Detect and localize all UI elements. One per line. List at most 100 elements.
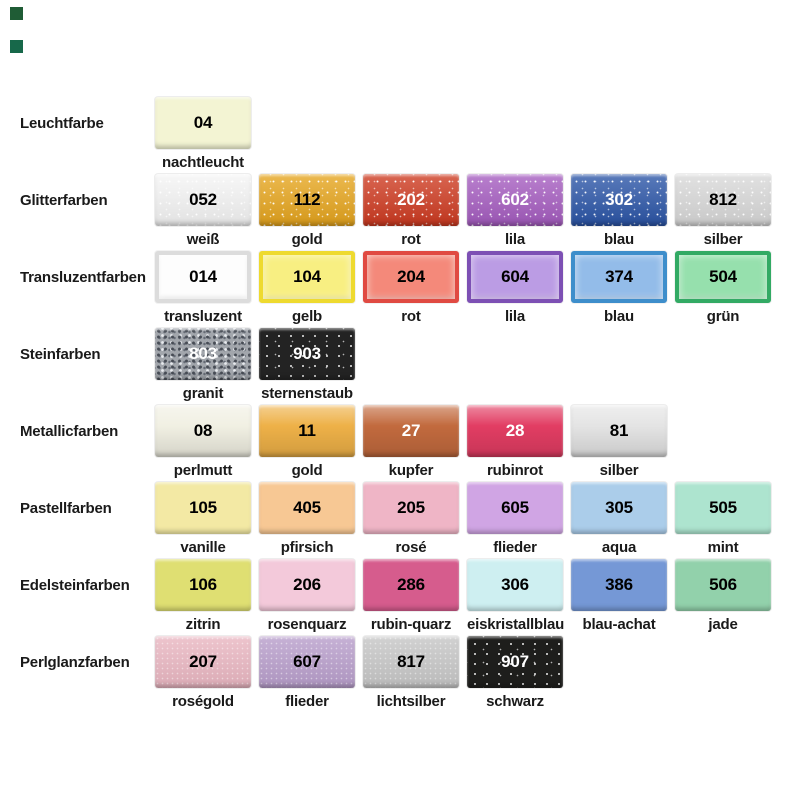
color-swatch: 28	[467, 405, 563, 457]
color-row: Pastellfarben 105 vanille 405 pfirsich 205 ros…	[0, 482, 800, 559]
swatch-name: blau-achat	[582, 616, 656, 633]
swatch-cell: 386 blau-achat	[571, 559, 667, 633]
swatch-cell: 202 rot	[363, 174, 459, 248]
swatch-code: 104	[293, 267, 321, 286]
swatch-code: 817	[397, 652, 425, 671]
color-row: Perlglanzfarben 207 roségold 607 flieder 817 l…	[0, 636, 800, 713]
swatch-cell: 903 sternenstaub	[259, 328, 355, 402]
swatch-name: perlmutt	[173, 462, 233, 479]
swatch-name: rosé	[395, 539, 427, 556]
swatch-name: lichtsilber	[376, 693, 446, 710]
swatch-cell: 607 flieder	[259, 636, 355, 710]
swatch-cells: 105 vanille 405 pfirsich 205 rosé 605 flieder 30…	[155, 482, 771, 556]
color-swatch: 105	[155, 482, 251, 534]
swatch-cells: 052 weiß 112 gold 202 rot 602 lila 302 blau 812 sil…	[155, 174, 771, 248]
swatch-code: 505	[709, 498, 737, 517]
color-row: Transluzentfarben 014 transluzent 104 gelb 20…	[0, 251, 800, 328]
color-row: Metallicfarben 08 perlmutt 11 gold 27 kupfer 28…	[0, 405, 800, 482]
swatch-code: 81	[609, 421, 629, 440]
swatch-cell: 305 aqua	[571, 482, 667, 556]
swatch-cell: 505 mint	[675, 482, 771, 556]
swatch-cell: 302 blau	[571, 174, 667, 248]
color-swatch: 207	[155, 636, 251, 688]
color-swatch: 106	[155, 559, 251, 611]
color-swatch: 81	[571, 405, 667, 457]
swatch-name: zitrin	[185, 616, 221, 633]
swatch-name: jade	[708, 616, 738, 633]
swatch-code: 302	[605, 190, 633, 209]
swatch-code: 112	[293, 190, 321, 209]
swatch-code: 106	[189, 575, 217, 594]
swatch-code: 014	[189, 267, 217, 286]
swatch-code: 605	[501, 498, 529, 517]
color-swatch: 374	[571, 251, 667, 303]
category-label: Metallicfarben	[20, 422, 119, 440]
color-chart: Leuchtfarbe 04 nachtleucht Glitterfarben 052…	[0, 97, 800, 713]
swatch-cell: 204 rot	[363, 251, 459, 325]
color-swatch: 205	[363, 482, 459, 534]
swatch-cell: 604 lila	[467, 251, 563, 325]
swatch-cell: 374 blau	[571, 251, 667, 325]
swatch-code: 607	[293, 652, 321, 671]
color-swatch: 112	[259, 174, 355, 226]
color-swatch: 607	[259, 636, 355, 688]
swatch-code: 28	[505, 421, 525, 440]
swatch-cells: 803 granit 903 sternenstaub	[155, 328, 355, 402]
color-row: Edelsteinfarben 106 zitrin 206 rosenquarz 286…	[0, 559, 800, 636]
color-swatch: 504	[675, 251, 771, 303]
color-swatch: 014	[155, 251, 251, 303]
swatch-cell: 28 rubinrot	[467, 405, 563, 479]
color-swatch: 803	[155, 328, 251, 380]
swatch-cell: 106 zitrin	[155, 559, 251, 633]
category-label: Perlglanzfarben	[20, 653, 130, 671]
swatch-cell: 014 transluzent	[155, 251, 251, 325]
swatch-cell: 207 roségold	[155, 636, 251, 710]
color-swatch: 052	[155, 174, 251, 226]
swatch-code: 205	[397, 498, 425, 517]
swatch-code: 305	[605, 498, 633, 517]
swatch-cells: 08 perlmutt 11 gold 27 kupfer 28 rubinrot 81 silb…	[155, 405, 667, 479]
color-swatch: 104	[259, 251, 355, 303]
swatch-name: gold	[291, 462, 323, 479]
swatch-name: kupfer	[388, 462, 434, 479]
swatch-code: 105	[189, 498, 217, 517]
color-swatch: 812	[675, 174, 771, 226]
swatch-code: 286	[397, 575, 425, 594]
swatch-name: transluzent	[164, 308, 242, 325]
swatch-name: flieder	[285, 693, 329, 710]
swatch-cell: 11 gold	[259, 405, 355, 479]
swatch-name: gelb	[291, 308, 323, 325]
swatch-cells: 014 transluzent 104 gelb 204 rot 604 lila 374 bla…	[155, 251, 771, 325]
color-row: Leuchtfarbe 04 nachtleucht	[0, 97, 800, 174]
swatch-cell: 602 lila	[467, 174, 563, 248]
swatch-name: roségold	[172, 693, 234, 710]
swatch-cell: 907 schwarz	[467, 636, 563, 710]
color-swatch: 204	[363, 251, 459, 303]
swatch-name: weiß	[186, 231, 220, 248]
swatch-cell: 306 eiskristallblau	[467, 559, 565, 633]
color-swatch: 506	[675, 559, 771, 611]
swatch-cell: 105 vanille	[155, 482, 251, 556]
swatch-code: 052	[189, 190, 217, 209]
color-swatch: 27	[363, 405, 459, 457]
color-row: Glitterfarben 052 weiß 112 gold 202 rot 602 lila…	[0, 174, 800, 251]
swatch-code: 812	[709, 190, 737, 209]
swatch-cell: 405 pfirsich	[259, 482, 355, 556]
swatch-name: pfirsich	[280, 539, 334, 556]
swatch-cell: 104 gelb	[259, 251, 355, 325]
swatch-name: eiskristallblau	[467, 616, 565, 633]
swatch-code: 204	[397, 267, 425, 286]
swatch-code: 907	[501, 652, 529, 671]
swatch-cell: 803 granit	[155, 328, 251, 402]
swatch-cell: 04 nachtleucht	[155, 97, 251, 171]
swatch-cells: 106 zitrin 206 rosenquarz 286 rubin-quarz 306 e…	[155, 559, 771, 633]
swatch-name: rot	[401, 308, 421, 325]
color-swatch: 206	[259, 559, 355, 611]
swatch-name: rosenquarz	[267, 616, 347, 633]
swatch-code: 374	[605, 267, 633, 286]
color-swatch: 306	[467, 559, 563, 611]
swatch-code: 207	[189, 652, 217, 671]
swatch-name: gold	[291, 231, 323, 248]
swatch-code: 306	[501, 575, 529, 594]
swatch-cell: 052 weiß	[155, 174, 251, 248]
